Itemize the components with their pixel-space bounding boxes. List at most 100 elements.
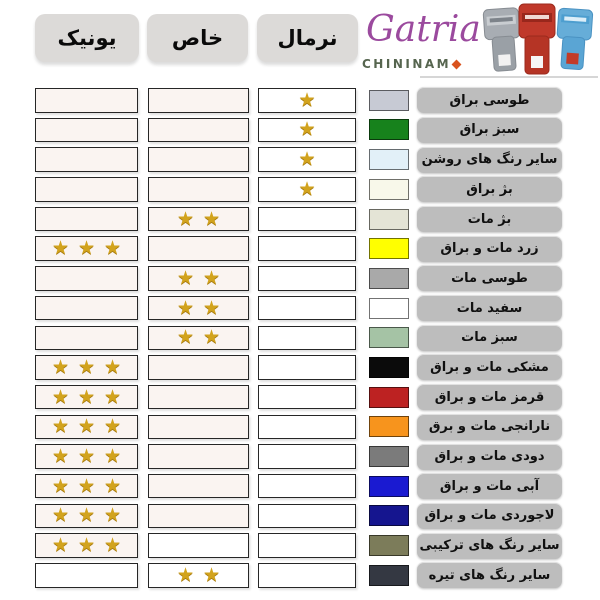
color-name-text: سبز مات xyxy=(461,330,518,346)
color-swatch xyxy=(369,327,409,349)
color-name-label: سبز مات xyxy=(417,324,562,351)
cell-special xyxy=(148,88,249,113)
cell-normal xyxy=(258,414,356,440)
color-swatch xyxy=(369,149,409,171)
star-rating: ★ xyxy=(298,177,325,200)
star-rating: ★★★ xyxy=(51,355,131,378)
cell-normal: ★ xyxy=(258,177,356,202)
color-swatch xyxy=(369,89,409,111)
cell-unique: ★★★ xyxy=(35,473,138,499)
color-swatch xyxy=(369,535,409,557)
table-row: ★ سایر رنگ های روشن xyxy=(35,146,562,173)
cell-special xyxy=(148,414,249,440)
cell-unique: ★★★ xyxy=(35,414,138,440)
star-rating: ★★★ xyxy=(51,474,131,497)
star-rating: ★★★ xyxy=(51,504,131,527)
cell-unique xyxy=(35,325,138,350)
category-button-normal[interactable]: نرمال xyxy=(257,14,358,62)
color-name-text: نارانجی مات و برق xyxy=(428,419,551,435)
color-name-label: آبی مات و براق xyxy=(417,473,562,500)
color-name-text: بژ براق xyxy=(466,181,513,197)
cell-special: ★★ xyxy=(148,295,249,321)
color-swatch xyxy=(369,386,409,408)
cell-special: ★★ xyxy=(148,266,249,291)
rows: ★ طوسی براق ★ سبز براق ★ سایر رنگ های رو… xyxy=(35,87,562,589)
table-row: ★★★ زرد مات و براق xyxy=(35,235,562,262)
color-name-label: سایر رنگ های تیره xyxy=(417,562,562,589)
category-button-unique[interactable]: یونیک xyxy=(35,14,139,62)
star-rating: ★ xyxy=(298,118,325,141)
table-row: ★★★ دودی مات و براق xyxy=(35,443,562,470)
color-name-text: طوسی براق xyxy=(449,92,530,108)
star-rating: ★ xyxy=(298,88,325,111)
color-swatch xyxy=(369,119,409,141)
cell-normal xyxy=(258,473,356,499)
cell-unique: ★★★ xyxy=(35,384,138,410)
star-rating: ★★ xyxy=(176,326,230,349)
cell-unique: ★★★ xyxy=(35,236,138,261)
cell-normal xyxy=(258,236,356,261)
table-row: ★★★ آبی مات و براق xyxy=(35,473,562,500)
color-swatch xyxy=(369,238,409,260)
star-rating: ★★★ xyxy=(51,445,131,467)
color-name-text: آبی مات و براق xyxy=(439,478,540,494)
cell-normal xyxy=(258,563,356,588)
cell-special: ★★ xyxy=(148,325,249,350)
star-rating: ★★★ xyxy=(51,385,131,408)
table-row: ★★ سفید مات xyxy=(35,295,562,322)
table-row: ★★★ قرمز مات و براق xyxy=(35,384,562,411)
star-rating: ★ xyxy=(298,148,325,171)
table-row: ★ سبز براق xyxy=(35,116,562,143)
color-name-label: سفید مات xyxy=(417,295,562,322)
cell-unique xyxy=(35,206,138,232)
color-swatch xyxy=(369,208,409,230)
table-row: ★★★ نارانجی مات و برق xyxy=(35,413,562,440)
color-swatch xyxy=(369,356,409,378)
cell-special xyxy=(148,503,249,529)
star-rating: ★★★ xyxy=(51,415,131,438)
color-name-text: زرد مات و براق xyxy=(440,241,539,257)
color-swatch xyxy=(369,267,409,289)
cell-normal: ★ xyxy=(258,117,356,143)
cell-unique xyxy=(35,117,138,143)
cell-special xyxy=(148,444,249,469)
star-rating: ★★★ xyxy=(51,237,131,260)
cell-special xyxy=(148,117,249,143)
cell-normal xyxy=(258,266,356,291)
cell-unique xyxy=(35,147,138,172)
cell-normal xyxy=(258,533,356,558)
color-name-text: سبز براق xyxy=(459,122,520,138)
cell-special xyxy=(148,147,249,172)
color-name-label: زرد مات و براق xyxy=(417,235,562,262)
cell-normal xyxy=(258,325,356,350)
color-name-label: مشکی مات و براق xyxy=(417,354,562,381)
color-name-label: بژ براق xyxy=(417,176,562,203)
table-row: ★ طوسی براق xyxy=(35,87,562,114)
color-swatch xyxy=(369,446,409,467)
cell-normal: ★ xyxy=(258,147,356,172)
color-name-text: مشکی مات و براق xyxy=(430,359,549,375)
cell-special: ★★ xyxy=(148,206,249,232)
product-bottles-image xyxy=(482,3,594,75)
table-row: ★★ طوسی مات xyxy=(35,265,562,292)
color-name-label: قرمز مات و براق xyxy=(417,384,562,411)
cell-unique: ★★★ xyxy=(35,503,138,529)
color-name-label: سبز براق xyxy=(417,116,562,143)
color-swatch xyxy=(369,475,409,497)
color-swatch xyxy=(369,505,409,527)
brand-logo: Gatria xyxy=(366,9,481,50)
cell-special: ★★ xyxy=(148,563,249,588)
cell-special xyxy=(148,384,249,410)
table-row: ★★ بژ مات xyxy=(35,206,562,232)
cell-unique: ★★★ xyxy=(35,444,138,469)
cell-unique xyxy=(35,563,138,588)
color-name-text: قرمز مات و براق xyxy=(434,389,545,405)
header-divider xyxy=(420,76,598,78)
cell-normal xyxy=(258,384,356,410)
table-row: ★★ سایر رنگ های تیره xyxy=(35,562,562,589)
category-button-special[interactable]: خاص xyxy=(147,14,248,62)
color-name-text: سایر رنگ های ترکیبی xyxy=(419,538,560,554)
color-name-text: سفید مات xyxy=(456,300,523,316)
cell-normal xyxy=(258,444,356,469)
